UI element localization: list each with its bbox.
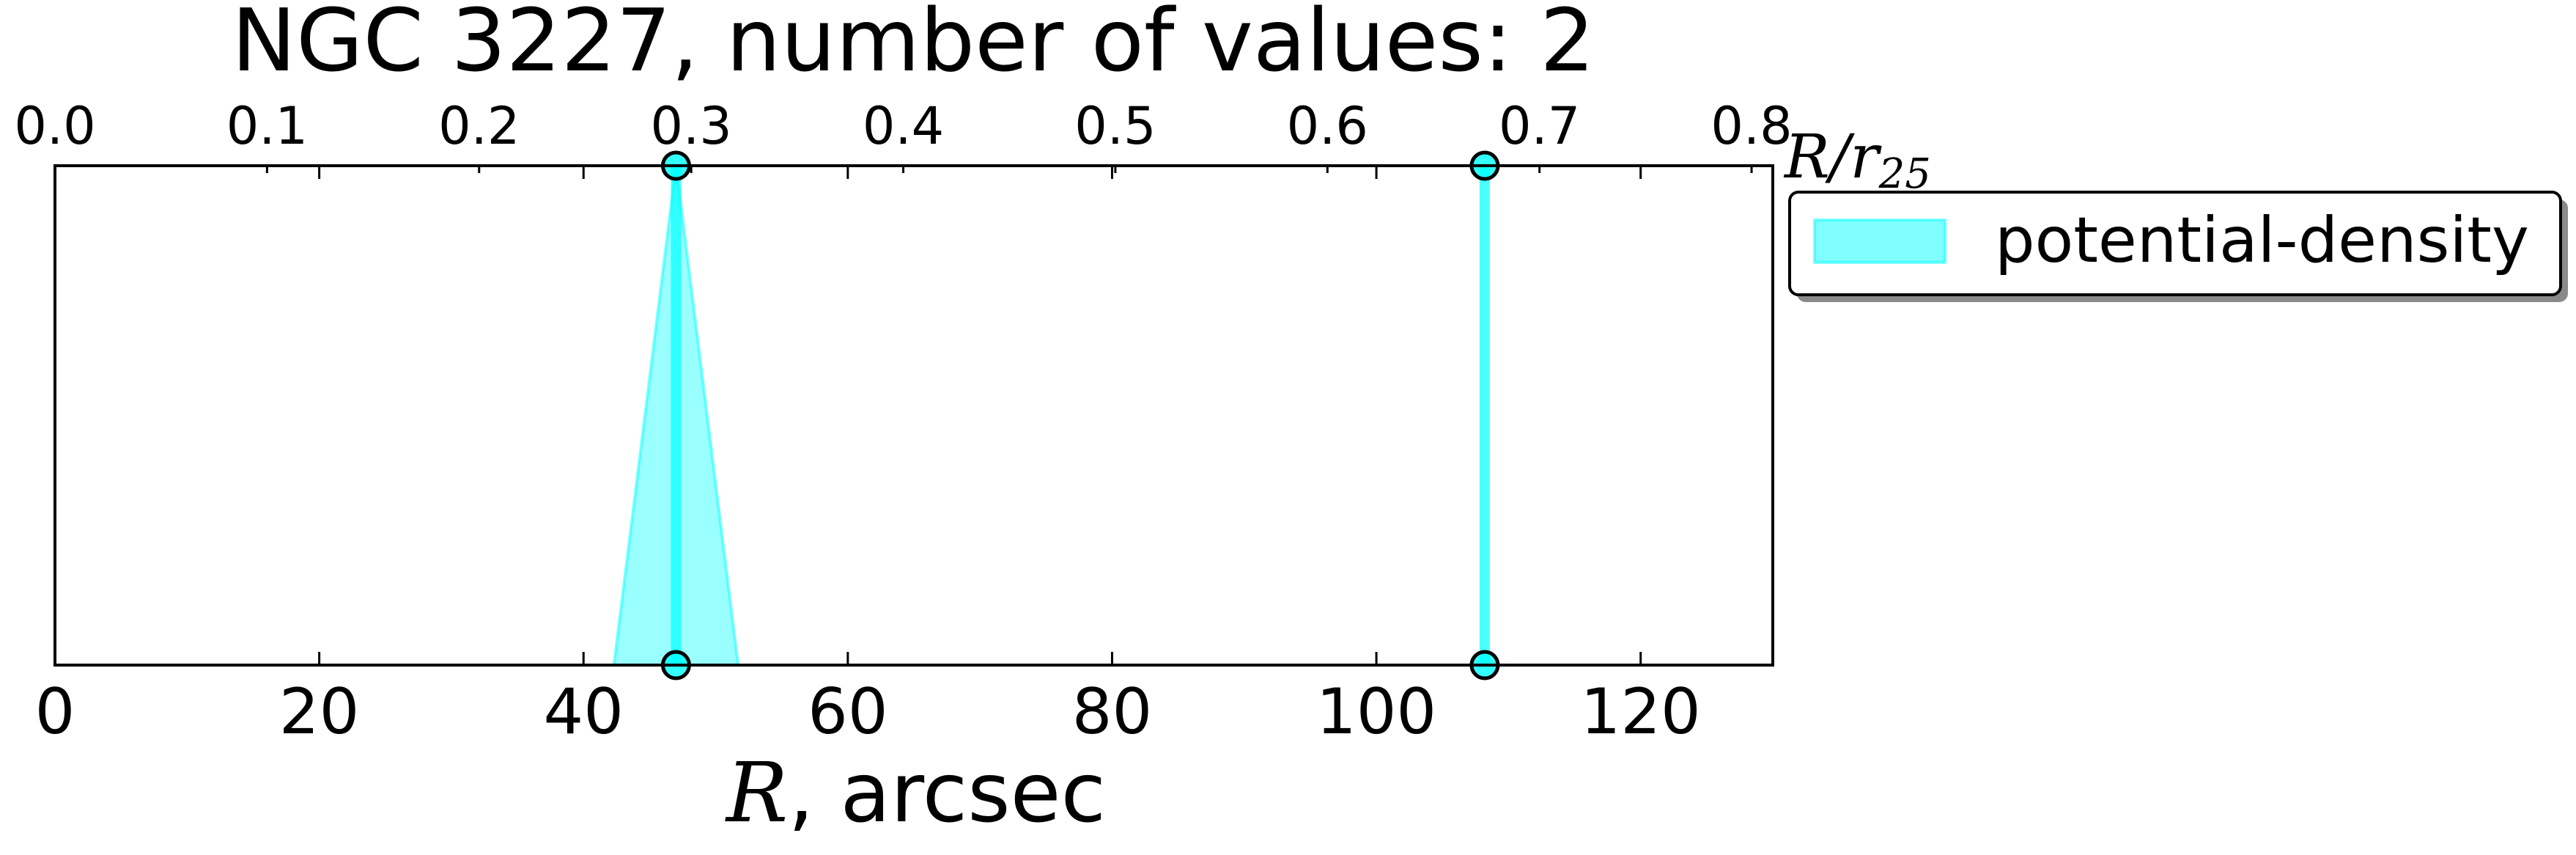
top-tick-label: 0.4 [863, 96, 944, 156]
x-axis-label-var: R [725, 746, 788, 841]
top-tick-label: 0.6 [1287, 96, 1368, 156]
bottom-tick-label: 0 [35, 675, 75, 749]
top-x-axis: 0.0 0.1 0.2 0.3 0.4 0.5 0.6 0.7 0.8 [14, 96, 1793, 173]
plot-frame [53, 164, 1774, 667]
x-axis-label-unit: , arcsec [788, 746, 1106, 841]
bottom-x-axis: 0 20 40 60 80 100 120 [35, 166, 1701, 749]
legend-swatch [1813, 219, 1946, 264]
top-tick-label: 0.1 [226, 96, 308, 156]
top-tick-label: 0.8 [1710, 96, 1792, 156]
legend-label: potential-density [1995, 204, 2529, 277]
data-layer [612, 150, 1500, 680]
top-x-axis-label: R/r25 [1783, 122, 1931, 198]
x-axis-label: R, arcsec [725, 746, 1106, 841]
bottom-tick-label: 120 [1581, 675, 1701, 749]
legend: potential-density [1788, 191, 2568, 302]
bottom-tick-label: 40 [544, 675, 624, 749]
chart-title: NGC 3227, number of values: 2 [232, 0, 1595, 91]
top-x-axis-label-var: R/r [1783, 122, 1882, 192]
top-tick-label: 0.0 [14, 96, 95, 156]
top-tick-label: 0.5 [1074, 96, 1156, 156]
legend-box [1788, 191, 2562, 296]
top-x-axis-label-sub: 25 [1878, 150, 1931, 198]
bottom-tick-label: 100 [1316, 675, 1436, 749]
bottom-tick-label: 60 [808, 675, 887, 749]
top-tick-label: 0.3 [650, 96, 731, 156]
top-tick-label: 0.7 [1499, 96, 1580, 156]
bottom-tick-label: 20 [279, 675, 359, 749]
bottom-tick-label: 80 [1072, 675, 1152, 749]
top-tick-label: 0.2 [438, 96, 520, 156]
